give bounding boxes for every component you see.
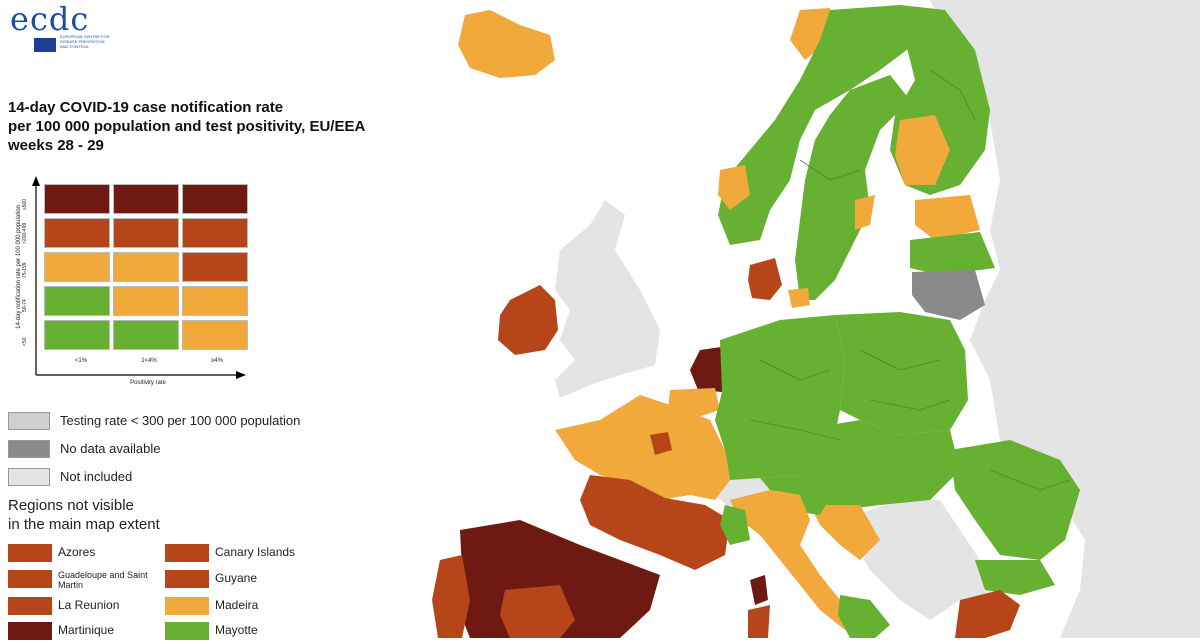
legend-label: No data available: [60, 441, 161, 456]
region-label: Canary Islands: [215, 545, 296, 559]
eu-flag-icon: [34, 38, 56, 52]
legend-label: Not included: [60, 469, 133, 484]
legend-swatch: [8, 440, 50, 458]
regions-heading: Regions not visible in the main map exte…: [8, 497, 160, 533]
logo-subtitle: EUROPEAN CENTRE FOR DISEASE PREVENTION A…: [60, 34, 110, 49]
map-france: [555, 395, 730, 500]
matrix-arrows: [32, 176, 246, 379]
matrix-y-axis: 14-day notification rate per 100 000 pop…: [8, 184, 22, 364]
map-france-south: [580, 475, 730, 570]
map-greece: [955, 590, 1020, 638]
matrix-cell: [113, 252, 179, 282]
map-italy-north: [730, 490, 860, 630]
map-sardinia: [750, 575, 768, 605]
region-label: Guadeloupe and Saint Martin: [58, 570, 148, 590]
map-sweden: [795, 75, 910, 300]
region-swatch: [165, 570, 209, 588]
map-iceland: [458, 10, 555, 78]
map-norway-orange: [718, 165, 750, 210]
map-ireland: [498, 285, 558, 355]
region-label: Martinique: [58, 623, 115, 637]
matrix-cell: [113, 184, 179, 214]
ecdc-logo: ecdc EUROPEAN CENTRE FOR DISEASE PREVENT…: [10, 0, 140, 54]
map-latvia: [910, 232, 995, 275]
map-romania: [950, 440, 1080, 560]
map-denmark: [748, 258, 782, 300]
region-swatch: [8, 570, 52, 588]
region-swatch: [8, 597, 52, 615]
matrix-cell: [44, 286, 110, 316]
map-balkans: [840, 500, 1000, 620]
matrix-y-tick: 50-74: [22, 299, 28, 312]
map-finland-orange: [895, 115, 950, 185]
map-sweden-orange: [855, 195, 875, 230]
map-spain-centre: [500, 585, 575, 638]
map-lithuania: [912, 270, 985, 320]
map-france-paris: [650, 432, 672, 455]
matrix-x-tick: 1<4%: [141, 358, 157, 364]
map-portugal: [432, 555, 470, 638]
logo-text: ecdc: [10, 0, 90, 38]
title-line-3: weeks 28 - 29: [8, 137, 104, 154]
map-slovenia: [800, 495, 830, 515]
region-label: Azores: [58, 545, 96, 559]
map-bulgaria: [975, 560, 1055, 595]
region-swatch: [165, 597, 209, 615]
map-region-borders: [749, 69, 1071, 491]
matrix-cell: [44, 320, 110, 350]
matrix-cell: [182, 320, 248, 350]
matrix-x-tick: ≥4%: [211, 358, 223, 364]
matrix-y-tick: ≥500: [22, 198, 28, 210]
region-swatch: [165, 544, 209, 562]
matrix-cell: [182, 252, 248, 282]
matrix-x-axis-label: Positivity rate: [130, 380, 166, 386]
map-estonia: [915, 195, 980, 240]
region-label: Madeira: [215, 598, 259, 612]
matrix-y-tick: <50: [22, 337, 28, 346]
region-swatch: [8, 544, 52, 562]
map-title: 14-day COVID-19 case notification rate p…: [8, 98, 478, 155]
region-label: La Reunion: [58, 598, 120, 612]
map-non-eu-east: [930, 0, 1200, 638]
legend-swatch: [8, 468, 50, 486]
title-line-1: 14-day COVID-19 case notification rate: [8, 99, 284, 116]
region-swatch: [165, 622, 209, 640]
matrix-cell: [113, 320, 179, 350]
matrix-cell: [44, 218, 110, 248]
matrix-cell: [113, 286, 179, 316]
matrix-cell: [113, 218, 179, 248]
matrix-grid: [44, 184, 250, 356]
matrix-cell: [182, 286, 248, 316]
region-label: Guyane: [215, 571, 258, 585]
legend-label: Testing rate < 300 per 100 000 populatio…: [60, 413, 301, 428]
matrix-cell: [44, 184, 110, 214]
map-croatia: [810, 505, 880, 560]
matrix-cell: [182, 218, 248, 248]
matrix-y-tick: >200-499: [22, 222, 28, 244]
map-uk: [555, 200, 660, 398]
region-label: Mayotte: [215, 623, 258, 637]
map-czechia-austria: [760, 420, 960, 510]
matrix-cell: [182, 184, 248, 214]
map-denmark-islands: [788, 288, 810, 308]
title-line-2: per 100 000 population and test positivi…: [8, 118, 366, 135]
map-corsica: [748, 605, 770, 638]
legend-swatch: [8, 412, 50, 430]
map-italy-south: [838, 595, 890, 638]
map-poland: [835, 312, 968, 435]
region-swatch: [8, 622, 52, 640]
map-norway: [718, 5, 920, 245]
matrix-x-tick: <1%: [74, 358, 88, 364]
matrix-y-tick: 75-199: [22, 262, 28, 278]
matrix-cell: [44, 252, 110, 282]
map-italy-west: [720, 505, 750, 545]
